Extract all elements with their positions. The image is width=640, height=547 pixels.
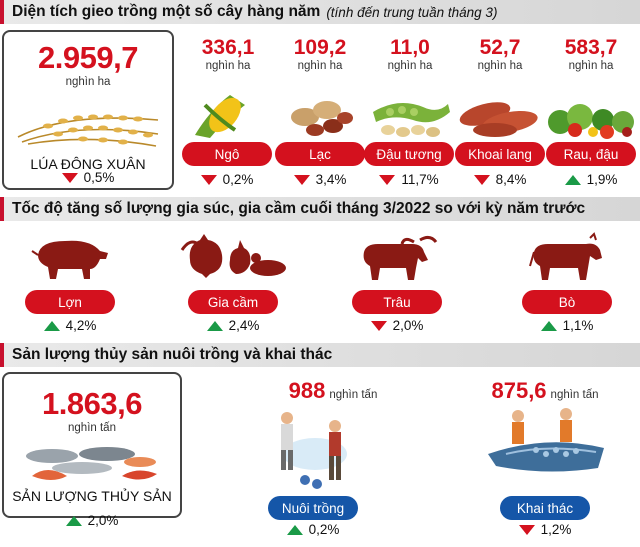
animal-change-cow: 1,1%: [522, 318, 612, 333]
crop-value: 52,7: [479, 36, 521, 59]
aquaculture-unit: nghìn tấn: [329, 389, 378, 401]
seafood-icon: [26, 447, 157, 480]
section-title: Tốc độ tăng số lượng gia súc, gia cầm cu…: [12, 200, 586, 217]
crop-item-corn: 336,1 nghìn ha: [183, 36, 273, 72]
down-arrow-icon: [200, 174, 217, 185]
crop-change-soybean: 11,7%: [364, 172, 454, 187]
down-arrow-icon: [61, 172, 78, 183]
crop-label-soybean: Đậu tương: [364, 142, 454, 166]
crop-label-vegetables: Rau, đậu: [546, 142, 636, 166]
animal-label-poultry: Gia cầm: [188, 290, 278, 314]
featured-seafood-card: 1.863,6 nghìn tấn SẢN LƯỢNG THỦY SẢN: [2, 372, 182, 518]
crop-value: 583,7: [564, 36, 618, 59]
crop-item-sweet-potato: 52,7 nghìn ha: [455, 36, 545, 72]
down-arrow-icon: [473, 174, 490, 185]
change-value: 2,0%: [87, 513, 119, 528]
aquaculture-icon: [281, 412, 347, 489]
section-header-livestock: Tốc độ tăng số lượng gia súc, gia cầm cu…: [0, 197, 640, 221]
down-arrow-icon: [370, 320, 387, 331]
change-value: 1,2%: [540, 522, 572, 537]
crop-label-peanut: Lạc: [275, 142, 365, 166]
seafood-change: 2,0%: [2, 513, 182, 528]
animal-label-pig: Lợn: [25, 290, 115, 314]
crop-change-corn: 0,2%: [182, 172, 272, 187]
crop-value: 336,1: [201, 36, 255, 59]
animal-label-buffalo: Trâu: [352, 290, 442, 314]
down-arrow-icon: [379, 174, 396, 185]
crop-item-vegetables: 583,7 nghìn ha: [546, 36, 636, 72]
up-arrow-icon: [564, 174, 581, 185]
animal-change-pig: 4,2%: [25, 318, 115, 333]
crop-unit: nghìn ha: [477, 60, 523, 72]
seafood-label: SẢN LƯỢNG THỦY SẢN: [12, 488, 172, 504]
corn-icon: [195, 95, 245, 138]
crop-unit: nghìn ha: [568, 60, 614, 72]
change-value: 0,5%: [83, 170, 115, 185]
fishing-unit: nghìn tấn: [550, 389, 599, 401]
change-value: 11,7%: [401, 172, 439, 187]
crop-item-soybean: 11,0 nghìn ha: [365, 36, 455, 72]
crop-unit: nghìn ha: [205, 60, 251, 72]
fishing-label: Khai thác: [500, 496, 590, 520]
section-header-fishery: Sản lượng thủy sản nuôi trồng và khai th…: [0, 343, 640, 367]
change-value: 4,2%: [65, 318, 97, 333]
change-value: 8,4%: [495, 172, 527, 187]
featured-rice-card: 2.959,7 nghìn ha LÚA ĐÔNG XUÂN: [2, 30, 174, 190]
change-value: 2,4%: [228, 318, 260, 333]
crop-value: 109,2: [293, 36, 347, 59]
fishing-change: 1,2%: [500, 522, 590, 537]
peanut-icon: [291, 101, 353, 136]
crop-unit: nghìn ha: [387, 60, 433, 72]
animal-label-cow: Bò: [522, 290, 612, 314]
down-arrow-icon: [518, 524, 535, 535]
aquaculture-change: 0,2%: [268, 522, 358, 537]
up-arrow-icon: [540, 320, 557, 331]
poultry-icon: [180, 234, 286, 278]
pig-icon: [31, 240, 108, 279]
rice-value: 2.959,7: [38, 40, 138, 75]
up-arrow-icon: [43, 320, 60, 331]
cow-icon: [529, 232, 602, 280]
up-arrow-icon: [206, 320, 223, 331]
crop-value: 11,0: [390, 36, 430, 59]
change-value: 1,9%: [586, 172, 618, 187]
section-title: Diện tích gieo trồng một số cây hàng năm: [12, 3, 321, 20]
change-value: 0,2%: [222, 172, 254, 187]
fishing-value: 875,6: [491, 378, 547, 403]
sweet-potato-icon: [459, 102, 538, 137]
seafood-unit: nghìn tấn: [68, 422, 116, 434]
aquaculture-header: 988 nghìn tấn: [258, 378, 408, 404]
seafood-value: 1.863,6: [42, 386, 142, 421]
rice-label: LÚA ĐÔNG XUÂN: [30, 156, 146, 172]
fishing-header: 875,6 nghìn tấn: [480, 378, 610, 404]
up-arrow-icon: [65, 515, 82, 526]
crop-unit: nghìn ha: [297, 60, 343, 72]
section-note: (tính đến trung tuần tháng 3): [326, 4, 498, 20]
buffalo-icon: [363, 235, 438, 280]
vegetables-icon: [548, 104, 634, 139]
crop-label-corn: Ngô: [182, 142, 272, 166]
change-value: 1,1%: [562, 318, 594, 333]
fishing-icon: [488, 408, 604, 472]
soybean-icon: [373, 103, 450, 137]
crop-item-peanut: 109,2 nghìn ha: [275, 36, 365, 72]
animal-change-poultry: 2,4%: [188, 318, 278, 333]
up-arrow-icon: [286, 524, 303, 535]
rice-change: 0,5%: [2, 170, 174, 185]
change-value: 2,0%: [392, 318, 424, 333]
crop-change-vegetables: 1,9%: [546, 172, 636, 187]
aquaculture-label: Nuôi trồng: [268, 496, 358, 520]
crop-change-peanut: 3,4%: [275, 172, 365, 187]
rice-unit: nghìn ha: [65, 76, 111, 88]
down-arrow-icon: [293, 174, 310, 185]
rice-icon: [17, 114, 159, 147]
animal-change-buffalo: 2,0%: [352, 318, 442, 333]
change-value: 3,4%: [315, 172, 347, 187]
section-title: Sản lượng thủy sản nuôi trồng và khai th…: [12, 346, 333, 363]
section-header-crop-area: Diện tích gieo trồng một số cây hàng năm…: [0, 0, 640, 24]
aquaculture-value: 988: [288, 378, 326, 403]
crop-change-sweet-potato: 8,4%: [455, 172, 545, 187]
change-value: 0,2%: [308, 522, 340, 537]
crop-label-sweet-potato: Khoai lang: [455, 142, 545, 166]
